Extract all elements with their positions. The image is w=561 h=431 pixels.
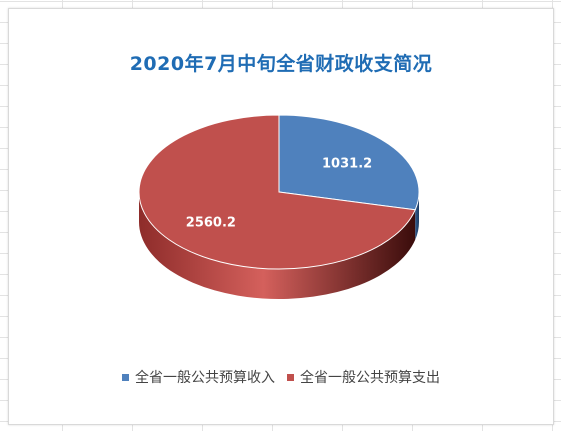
legend-label-income: 全省一般公共预算收入 bbox=[135, 370, 275, 386]
pie-side-expenditure bbox=[139, 192, 416, 299]
legend-swatch-income bbox=[122, 373, 129, 381]
legend-swatch-expenditure bbox=[287, 373, 294, 381]
pie-slice-expenditure[interactable] bbox=[138, 114, 416, 270]
pie-slice-income[interactable] bbox=[278, 114, 420, 211]
data-label-income: 1031.2 bbox=[322, 156, 372, 171]
legend-label-expenditure: 全省一般公共预算支出 bbox=[300, 370, 440, 386]
pie-side-income bbox=[415, 192, 419, 240]
legend-item-income: 全省一般公共预算收入 bbox=[122, 367, 275, 387]
chart-frame[interactable]: 2020年7月中旬全省财政收支简况 1031.2 2560.2 全省一般公共预算收… bbox=[8, 8, 554, 425]
data-label-expenditure: 2560.2 bbox=[186, 216, 236, 231]
legend-item-expenditure: 全省一般公共预算支出 bbox=[287, 367, 440, 387]
chart-title: 2020年7月中旬全省财政收支简况 bbox=[129, 53, 433, 75]
pie-plot-area: 1031.2 2560.2 bbox=[138, 114, 420, 299]
legend: 全省一般公共预算收入 全省一般公共预算支出 bbox=[9, 367, 553, 387]
